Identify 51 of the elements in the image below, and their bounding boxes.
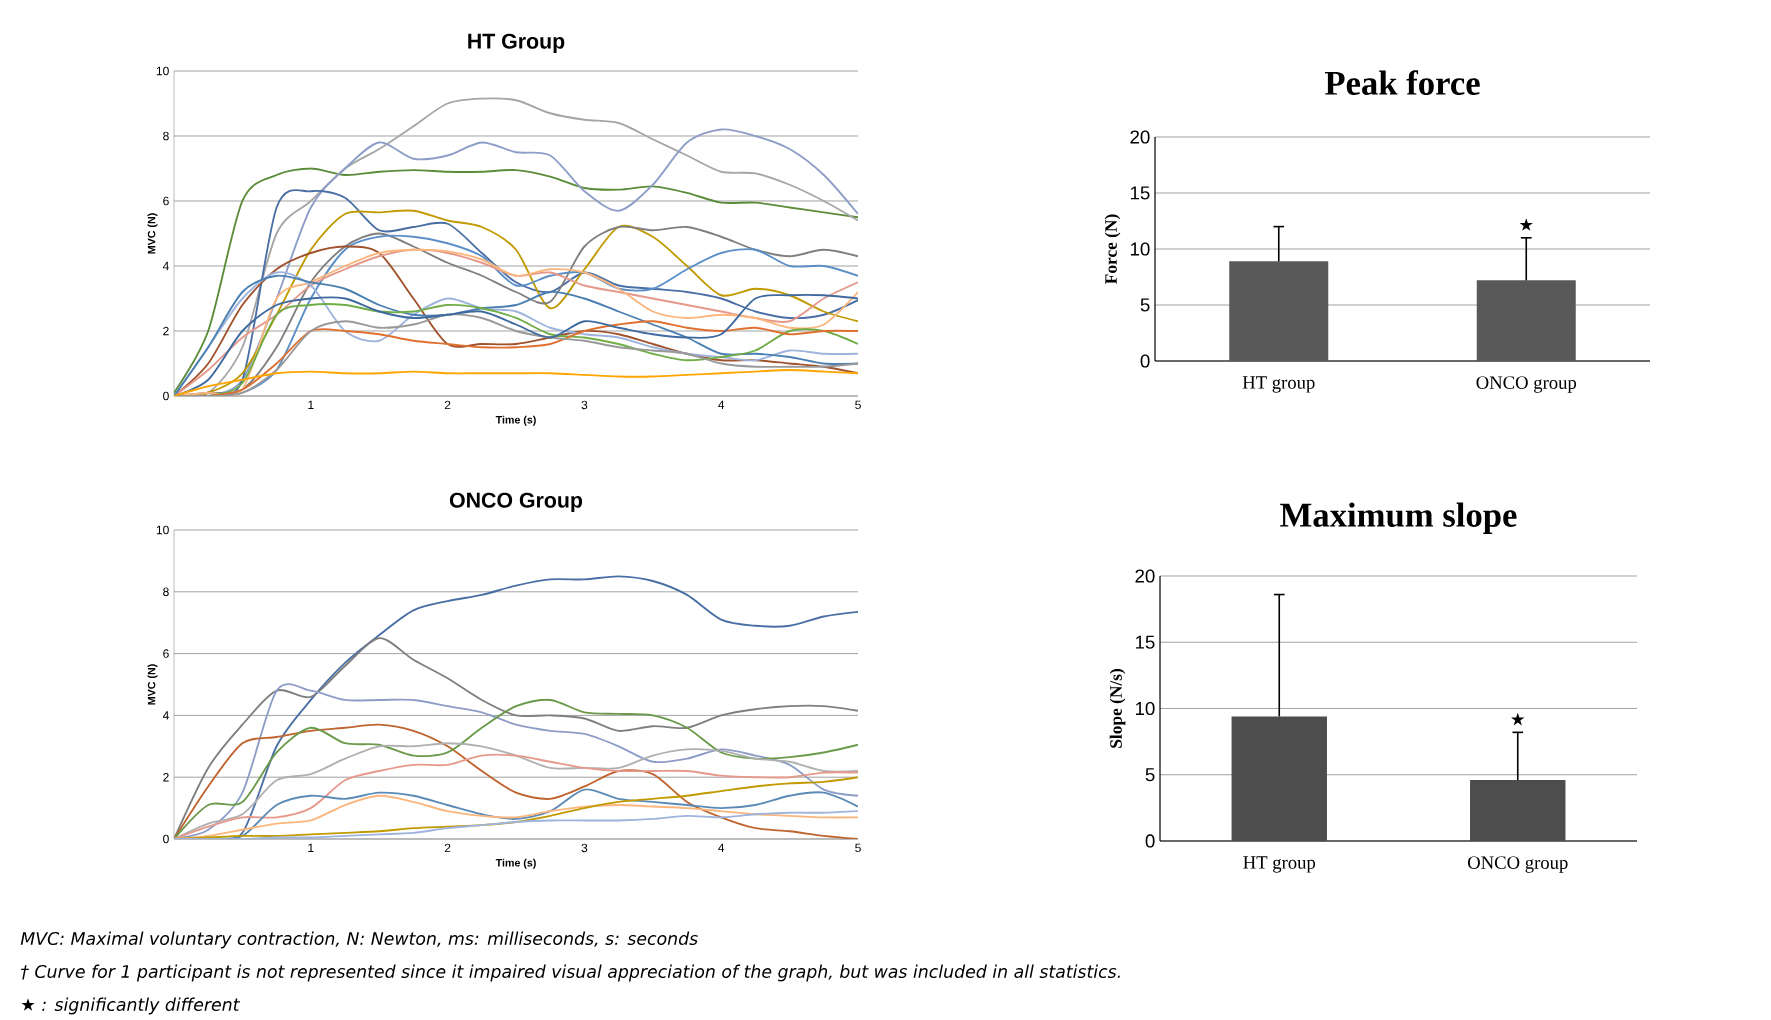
y-tick-label: 10 — [156, 525, 169, 535]
y-tick-label: 10 — [1135, 701, 1155, 716]
x-tick-label: 3 — [581, 400, 588, 410]
y-tick-label: 6 — [163, 649, 169, 658]
x-tick-label: 3 — [581, 843, 588, 853]
x-tick-label: 1 — [308, 400, 314, 409]
y-tick-label: 2 — [163, 773, 169, 782]
x-tick-label: HT group — [1242, 376, 1315, 393]
y-tick-label: 0 — [1140, 354, 1150, 368]
chart-title: Peak force — [1324, 70, 1480, 95]
x-tick-label: ONCO group — [1467, 856, 1568, 873]
x-axis-title: Time (s) — [495, 415, 536, 426]
y-tick-label: 8 — [163, 131, 169, 141]
x-axis-title: Time (s) — [495, 858, 536, 869]
y-tick-label: 10 — [1130, 242, 1150, 256]
y-tick-label: 15 — [1135, 635, 1155, 649]
y-tick-label: 5 — [1140, 298, 1150, 312]
y-axis-title: Slope (N/s) — [1109, 669, 1126, 748]
x-tick-label: 4 — [718, 843, 725, 852]
x-tick-label: 5 — [855, 843, 861, 853]
y-tick-label: 0 — [1145, 834, 1155, 848]
annotation: ★ — [1519, 218, 1533, 231]
y-tick-label: 0 — [163, 391, 169, 401]
x-tick-label: 5 — [855, 400, 861, 410]
y-axis-title: MVC (N) — [147, 664, 158, 705]
y-axis-title: MVC (N) — [147, 213, 158, 254]
x-tick-label: 2 — [444, 843, 451, 853]
text: MVC: Maximal voluntary contraction, N: Newton, ms: milliseconds, s: seconds — [20, 931, 698, 949]
y-tick-label: 2 — [163, 326, 169, 336]
text: † Curve for 1 participant is not represented since it impaired visual appreciation of the graph, but was included in all statistics. — [21, 964, 1120, 982]
y-tick-label: 8 — [163, 587, 169, 597]
x-tick-label: 1 — [308, 843, 314, 852]
y-tick-label: 4 — [162, 711, 169, 720]
chart-title: ONCO Group — [449, 492, 583, 512]
y-tick-label: 6 — [163, 196, 169, 206]
y-tick-label: 15 — [1130, 186, 1150, 200]
y-tick-label: 20 — [1135, 569, 1155, 583]
y-tick-label: 10 — [156, 66, 169, 76]
y-tick-label: 0 — [163, 834, 169, 844]
x-tick-label: ONCO group — [1476, 376, 1577, 393]
y-axis-title: Force (N) — [1104, 214, 1121, 284]
x-tick-label: HT group — [1243, 856, 1316, 873]
x-tick-label: 4 — [718, 400, 725, 409]
chart-title: Maximum slope — [1280, 502, 1517, 534]
chart-title: HT Group — [468, 33, 565, 53]
annotation: ★ — [1511, 712, 1525, 726]
y-tick-label: 20 — [1130, 130, 1150, 144]
x-tick-label: 2 — [444, 400, 451, 410]
y-tick-label: 5 — [1145, 768, 1155, 782]
y-tick-label: 4 — [162, 261, 169, 271]
text: ★ : significantly different — [21, 997, 240, 1015]
